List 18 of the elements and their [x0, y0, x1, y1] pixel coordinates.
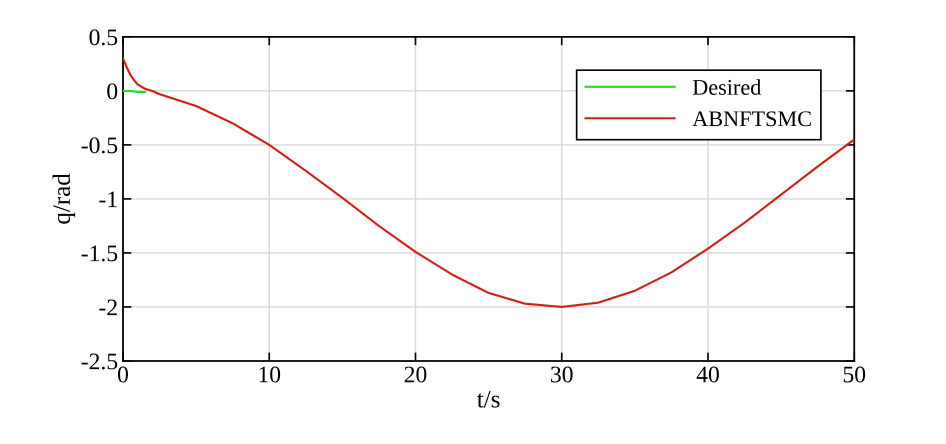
x-tick-label: 10: [260, 366, 280, 382]
legend-label: Desired: [692, 79, 762, 95]
x-tick-label: 50: [844, 366, 866, 382]
x-tick-label: 40: [696, 366, 719, 382]
y-tick-label: -2: [99, 300, 117, 316]
y-tick-label: -1.5: [82, 246, 118, 262]
y-tick-label: 0: [107, 83, 118, 100]
y-axis-title: q/rad: [52, 174, 76, 224]
x-axis-title: t/s: [477, 390, 500, 408]
x-tick-label: 30: [551, 366, 573, 382]
y-tick-label: 0.5: [90, 29, 118, 46]
x-tick-label: 20: [404, 366, 426, 382]
y-tick-label: -0.5: [82, 137, 118, 154]
y-tick-label: -1: [99, 192, 117, 208]
line-series: [122, 57, 854, 308]
legend-label: ABNFTSMC: [692, 111, 811, 126]
x-tick-label: 0: [118, 366, 128, 382]
y-tick-label: -2.5: [82, 354, 118, 370]
